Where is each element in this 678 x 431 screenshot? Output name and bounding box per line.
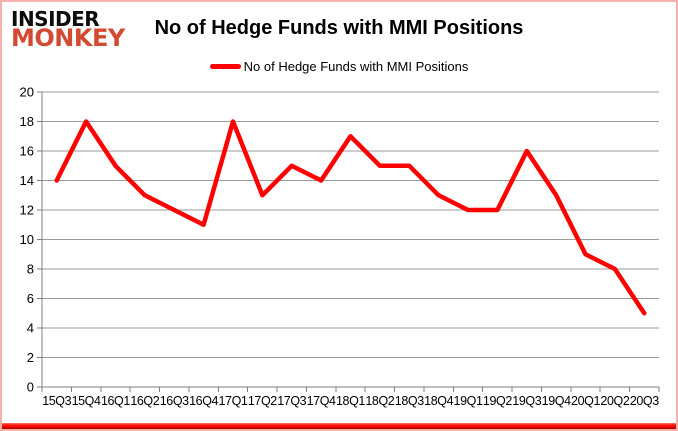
data-series-line [54, 119, 647, 316]
insider-monkey-logo: INSIDER MONKEY [11, 9, 125, 50]
logo-insider-text: INSIDER [11, 7, 100, 31]
x-axis-label: 18Q3 [395, 394, 424, 408]
x-axis-label: 18Q2 [365, 394, 394, 408]
x-axis-label: 20Q2 [600, 394, 629, 408]
y-axis-label: 2 [27, 350, 34, 365]
y-axis-label: 12 [20, 203, 34, 218]
logo-monkey-text: MONKEY [11, 24, 125, 52]
y-axis-label: 16 [20, 144, 34, 159]
x-axis-label: 19Q2 [483, 394, 512, 408]
chart-title: No of Hedge Funds with MMI Positions [154, 17, 524, 39]
x-axis-label: 19Q1 [454, 394, 483, 408]
y-axis-label: 6 [27, 291, 34, 306]
line-chart-svg: 0 2 4 6 8 10 12 14 16 18 20 15Q3 15Q4 16Q1 16Q2 16Q3 16Q… [20, 85, 660, 409]
y-axis-label: 18 [20, 114, 34, 129]
x-axis-label: 19Q4 [542, 394, 571, 408]
x-axis-label: 15Q3 [42, 394, 71, 408]
x-axis-label: 17Q3 [277, 394, 306, 408]
x-axis-label: 15Q4 [72, 394, 101, 408]
y-axis-label: 0 [27, 380, 34, 395]
y-axis-label: 10 [20, 232, 34, 247]
x-axis-label: 17Q2 [248, 394, 277, 408]
x-axis-label: 17Q4 [307, 394, 336, 408]
legend-line-swatch [209, 64, 241, 69]
x-axis-label: 20Q3 [630, 394, 659, 408]
x-axis-label: 16Q1 [101, 394, 130, 408]
y-axis-label: 4 [27, 321, 34, 336]
x-axis-label: 16Q3 [160, 394, 189, 408]
x-axis-label: 18Q4 [424, 394, 453, 408]
y-axis-label: 8 [27, 262, 34, 277]
x-axis-label: 17Q1 [218, 394, 247, 408]
x-axis-label: 20Q1 [571, 394, 600, 408]
chart-legend: No of Hedge Funds with MMI Positions [2, 59, 676, 74]
y-axis-label: 20 [20, 85, 34, 100]
x-axis-label: 16Q2 [130, 394, 159, 408]
legend-label: No of Hedge Funds with MMI Positions [243, 59, 469, 74]
y-axis-label: 14 [20, 173, 34, 188]
bottom-red-bar [2, 423, 676, 429]
x-axis-label: 19Q3 [512, 394, 541, 408]
x-axis-label: 16Q4 [189, 394, 218, 408]
x-axis-label: 18Q1 [336, 394, 365, 408]
